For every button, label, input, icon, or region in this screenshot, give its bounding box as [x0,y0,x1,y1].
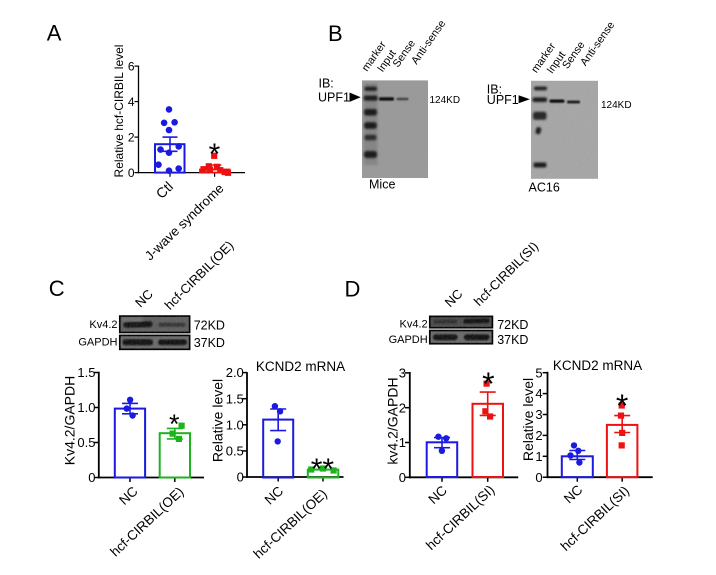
svg-text:3: 3 [535,407,542,422]
svg-text:Kv4.2: Kv4.2 [89,319,117,331]
svg-text:4: 4 [535,386,542,401]
svg-text:AC16: AC16 [529,181,560,195]
svg-text:1: 1 [535,449,542,464]
svg-text:1.0: 1.0 [226,417,244,432]
svg-text:GAPDH: GAPDH [78,336,117,348]
svg-text:UPF1: UPF1 [318,91,350,105]
svg-text:2: 2 [128,130,135,144]
svg-text:**: ** [311,453,335,486]
svg-text:0.5: 0.5 [77,435,95,450]
svg-text:Kv4.2: Kv4.2 [400,319,428,331]
svg-text:124KD: 124KD [430,95,461,106]
svg-text:5: 5 [535,365,542,380]
svg-text:GAPDH: GAPDH [389,334,428,346]
svg-text:UPF1: UPF1 [487,93,519,107]
svg-text:IB:: IB: [487,82,502,96]
svg-text:3: 3 [399,366,406,381]
svg-text:Relative level: Relative level [520,378,536,461]
svg-text:0: 0 [399,470,406,485]
svg-text:*: * [616,388,628,424]
svg-text:0: 0 [128,166,135,180]
svg-text:0.5: 0.5 [226,444,244,459]
svg-text:KCND2 mRNA: KCND2 mRNA [256,359,345,374]
svg-text:kv4.2/GAPDH: kv4.2/GAPDH [385,377,401,464]
svg-text:0: 0 [88,470,95,485]
svg-text:0: 0 [237,470,244,485]
svg-text:1: 1 [399,435,406,450]
svg-text:IB:: IB: [319,76,334,90]
svg-text:37KD: 37KD [194,336,225,350]
svg-text:1.0: 1.0 [77,400,95,415]
svg-text:2: 2 [399,400,406,415]
svg-text:4: 4 [128,95,135,109]
svg-text:124KD: 124KD [601,100,632,111]
svg-text:D: D [345,276,361,301]
svg-text:KCND2 mRNA: KCND2 mRNA [553,358,642,373]
svg-text:Relative level: Relative level [210,379,226,462]
svg-text:C: C [49,276,65,301]
svg-text:72KD: 72KD [497,318,528,332]
svg-text:*: * [209,138,221,171]
svg-text:Relative hcf-CIRBIL level: Relative hcf-CIRBIL level [112,45,126,178]
svg-text:1.5: 1.5 [226,391,244,406]
svg-text:Kv4.2/GAPDH: Kv4.2/GAPDH [62,376,78,465]
svg-text:2: 2 [535,428,542,443]
svg-text:0: 0 [535,470,542,485]
svg-text:Mice: Mice [369,178,395,192]
svg-text:B: B [328,21,343,46]
svg-text:*: * [169,409,180,439]
svg-text:37KD: 37KD [497,333,528,347]
svg-text:1.5: 1.5 [77,365,95,380]
svg-text:A: A [47,21,62,46]
svg-text:6: 6 [128,59,135,73]
svg-text:72KD: 72KD [194,319,225,333]
svg-text:2.0: 2.0 [226,365,244,380]
svg-text:*: * [482,366,494,402]
